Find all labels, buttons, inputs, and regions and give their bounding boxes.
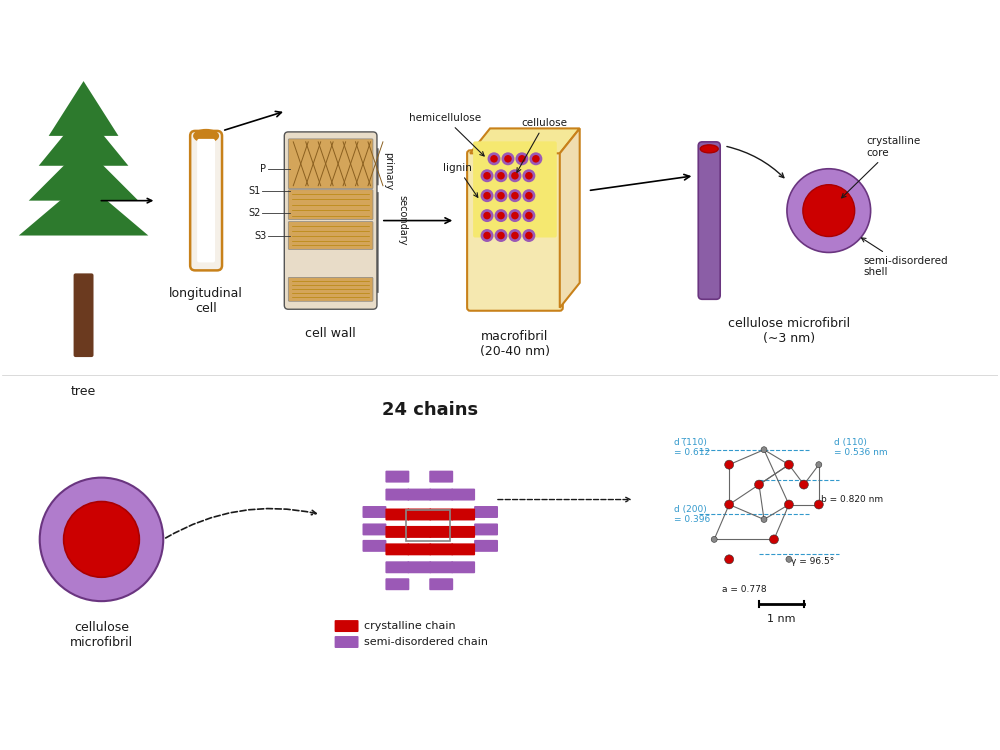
Text: S3: S3 <box>254 230 266 241</box>
FancyBboxPatch shape <box>363 524 386 536</box>
Circle shape <box>784 500 793 509</box>
Circle shape <box>525 172 533 179</box>
Text: cellulose microfibril
(∼3 nm): cellulose microfibril (∼3 nm) <box>728 317 850 345</box>
FancyBboxPatch shape <box>288 278 373 302</box>
FancyBboxPatch shape <box>288 190 373 220</box>
FancyBboxPatch shape <box>190 131 222 271</box>
Circle shape <box>511 232 519 239</box>
Text: 24 chains: 24 chains <box>382 400 478 418</box>
Text: S1: S1 <box>248 186 260 196</box>
Text: secondary: secondary <box>398 195 408 246</box>
Circle shape <box>511 172 519 179</box>
FancyBboxPatch shape <box>385 509 409 520</box>
Circle shape <box>483 232 491 239</box>
Circle shape <box>525 232 533 239</box>
Circle shape <box>725 460 734 470</box>
Circle shape <box>515 152 528 165</box>
Text: 1 nm: 1 nm <box>767 614 795 624</box>
Circle shape <box>483 172 491 179</box>
Polygon shape <box>49 81 118 136</box>
Circle shape <box>525 192 533 200</box>
Circle shape <box>481 189 494 202</box>
Text: d (200)
= 0.396: d (200) = 0.396 <box>674 505 711 524</box>
FancyBboxPatch shape <box>429 488 453 500</box>
FancyBboxPatch shape <box>385 561 409 573</box>
Text: crystalline
core: crystalline core <box>842 136 921 198</box>
Circle shape <box>40 478 163 602</box>
Polygon shape <box>39 111 128 166</box>
Circle shape <box>725 500 734 509</box>
Circle shape <box>481 170 494 182</box>
FancyBboxPatch shape <box>407 509 431 520</box>
Circle shape <box>522 209 535 222</box>
FancyBboxPatch shape <box>385 578 409 590</box>
Circle shape <box>508 170 521 182</box>
Circle shape <box>725 555 734 564</box>
Text: cell wall: cell wall <box>305 327 356 340</box>
Bar <box>406 509 450 542</box>
Circle shape <box>495 170 507 182</box>
FancyBboxPatch shape <box>407 543 431 555</box>
Text: hemicellulose: hemicellulose <box>409 113 484 156</box>
FancyBboxPatch shape <box>288 139 373 189</box>
FancyBboxPatch shape <box>74 274 94 357</box>
FancyBboxPatch shape <box>451 543 475 555</box>
FancyBboxPatch shape <box>335 636 359 648</box>
Text: d (110)
= 0.536 nm: d (110) = 0.536 nm <box>834 438 887 458</box>
FancyBboxPatch shape <box>385 526 409 538</box>
Text: d (̅110)
= 0.612: d (̅110) = 0.612 <box>674 438 710 458</box>
Circle shape <box>787 169 871 253</box>
Polygon shape <box>470 128 580 153</box>
FancyBboxPatch shape <box>407 561 431 573</box>
FancyBboxPatch shape <box>474 540 498 552</box>
FancyBboxPatch shape <box>451 526 475 538</box>
Polygon shape <box>19 181 148 236</box>
Circle shape <box>481 209 494 222</box>
Circle shape <box>481 229 494 242</box>
FancyBboxPatch shape <box>363 506 386 518</box>
Circle shape <box>497 172 505 179</box>
Circle shape <box>483 192 491 200</box>
FancyBboxPatch shape <box>429 578 453 590</box>
Circle shape <box>816 462 822 468</box>
Circle shape <box>799 480 808 489</box>
FancyBboxPatch shape <box>284 132 377 309</box>
Circle shape <box>511 192 519 200</box>
Circle shape <box>786 556 792 562</box>
Circle shape <box>755 480 764 489</box>
Ellipse shape <box>194 130 218 142</box>
Text: semi-disordered chain: semi-disordered chain <box>364 637 488 647</box>
Circle shape <box>511 211 519 220</box>
Circle shape <box>508 229 521 242</box>
Circle shape <box>522 170 535 182</box>
Circle shape <box>522 189 535 202</box>
FancyBboxPatch shape <box>197 139 215 262</box>
Text: b = 0.820 nm: b = 0.820 nm <box>821 495 883 504</box>
Circle shape <box>64 502 139 578</box>
Circle shape <box>529 152 542 165</box>
FancyBboxPatch shape <box>429 509 453 520</box>
FancyBboxPatch shape <box>474 524 498 536</box>
Text: cellulose: cellulose <box>517 118 568 172</box>
Text: lignin: lignin <box>443 163 478 197</box>
Circle shape <box>483 211 491 220</box>
FancyBboxPatch shape <box>451 509 475 520</box>
Circle shape <box>495 189 507 202</box>
Circle shape <box>761 447 767 453</box>
Circle shape <box>495 229 507 242</box>
FancyBboxPatch shape <box>698 142 720 299</box>
Circle shape <box>508 189 521 202</box>
FancyBboxPatch shape <box>385 543 409 555</box>
Circle shape <box>522 229 535 242</box>
FancyBboxPatch shape <box>451 488 475 500</box>
Circle shape <box>490 155 498 163</box>
FancyBboxPatch shape <box>288 221 373 250</box>
Text: P: P <box>260 164 266 174</box>
Circle shape <box>784 460 793 470</box>
FancyBboxPatch shape <box>451 561 475 573</box>
Circle shape <box>497 232 505 239</box>
Text: a = 0.778: a = 0.778 <box>722 585 766 594</box>
Circle shape <box>488 152 500 165</box>
FancyBboxPatch shape <box>407 526 431 538</box>
Circle shape <box>803 184 855 236</box>
